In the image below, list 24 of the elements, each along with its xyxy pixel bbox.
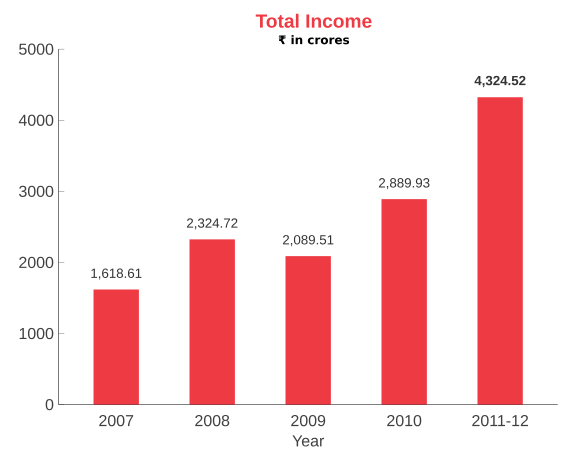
chart-subtitle: ₹ in crores: [278, 35, 350, 44]
data-label: 4,324.52: [474, 76, 526, 88]
data-label: 2,324.72: [187, 218, 238, 230]
y-tick-label: 4000: [18, 114, 54, 126]
data-label: 2,889.93: [378, 178, 430, 190]
data-label: 1,618.61: [91, 268, 142, 280]
x-tick-label: 2008: [195, 415, 230, 426]
x-tick-label: 2009: [291, 415, 326, 426]
y-tick-label: 3000: [19, 186, 54, 198]
x-tick-label: 2010: [387, 415, 422, 426]
y-tick-label: 0: [46, 399, 54, 410]
x-axis-title: Year: [292, 436, 324, 447]
x-tick-label: 2011-12: [472, 415, 528, 426]
y-tick-label: 2000: [19, 256, 54, 268]
y-tick-label: 1000: [20, 328, 54, 340]
chart-title: Total Income: [256, 14, 372, 28]
bar: [286, 256, 331, 405]
x-tick-label: 2007: [99, 415, 134, 426]
bar: [94, 290, 139, 405]
data-label: 2,089.51: [282, 235, 334, 246]
bar: [381, 199, 427, 405]
bar: [477, 97, 523, 405]
y-tick-label: 5000: [19, 44, 54, 55]
bar: [190, 239, 235, 405]
